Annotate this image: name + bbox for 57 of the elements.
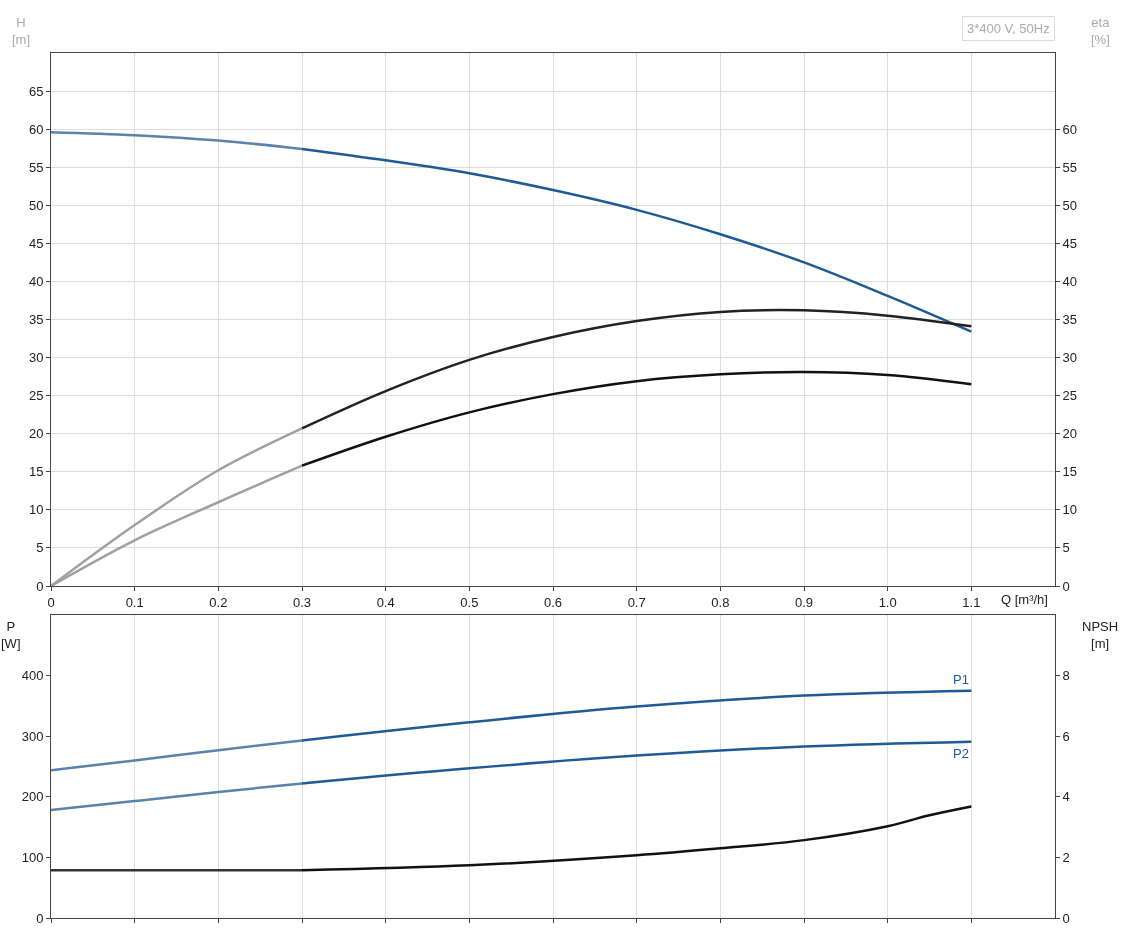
y-tick-label: 55	[28, 159, 44, 175]
y2-axis-title: NPSH [m]	[1082, 619, 1119, 651]
y2-tick-label: 4	[1062, 789, 1070, 805]
y-axis-title: P [W]	[1, 619, 21, 651]
x-tick-label: 1.0	[878, 594, 897, 610]
y2-tick-label: 15	[1062, 464, 1078, 480]
y-tick-label: 5	[36, 540, 44, 556]
y2-tick-label: 35	[1062, 312, 1078, 328]
y2-tick-label: 30	[1062, 350, 1078, 366]
y-tick-label: 45	[28, 235, 44, 251]
y2-tick-label: 6	[1062, 728, 1070, 744]
y2-tick-label: 45	[1062, 235, 1078, 251]
y2-tick-label: 5	[1062, 540, 1070, 556]
text: 3*400 V, 50Hz	[967, 21, 1050, 36]
y-axis-title: H [m]	[12, 15, 31, 47]
x-tick-label: 0.2	[209, 594, 228, 610]
y-tick-label: 0	[36, 910, 44, 926]
x-tick-label: 0.9	[794, 594, 814, 610]
y2-tick-label: 50	[1062, 197, 1078, 213]
y2-tick-label: 0	[1062, 578, 1070, 594]
y2-tick-label: 20	[1062, 426, 1078, 442]
x-tick-label: 0.3	[292, 594, 312, 610]
y-tick-label: 40	[28, 273, 44, 289]
y-tick-label: 60	[28, 121, 44, 137]
x-tick-label: 0.1	[125, 594, 144, 610]
y2-tick-label: 25	[1062, 388, 1078, 404]
y-tick-label: 15	[28, 464, 44, 480]
y2-tick-label: 55	[1062, 159, 1078, 175]
y2-tick-label: 0	[1062, 910, 1070, 926]
y-tick-label: 10	[28, 502, 44, 518]
series-label: P1	[953, 672, 969, 687]
y2-tick-label: 8	[1062, 668, 1070, 684]
y2-tick-label: 40	[1062, 273, 1078, 289]
y-tick-label: 25	[28, 388, 44, 404]
y-tick-label: 20	[28, 426, 44, 442]
y2-tick-label: 10	[1062, 502, 1078, 518]
series-label: P2	[953, 746, 969, 761]
x-tick-label: 0	[47, 594, 55, 610]
y2-axis-title: eta [%]	[1091, 15, 1111, 47]
y-tick-label: 35	[28, 312, 44, 328]
x-tick-label: 0.8	[711, 594, 730, 610]
y-tick-label: 30	[28, 350, 44, 366]
y-tick-label: 100	[21, 849, 44, 865]
x-axis-title: Q [m³/h]	[1001, 592, 1048, 607]
y-tick-label: 400	[21, 668, 44, 684]
y-tick-label: 0	[36, 578, 44, 594]
y-tick-label: 200	[21, 789, 44, 805]
y2-tick-label: 60	[1062, 121, 1078, 137]
y-tick-label: 65	[28, 83, 44, 99]
x-tick-label: 0.7	[627, 594, 646, 610]
x-tick-label: 0.4	[376, 594, 395, 610]
y2-tick-label: 2	[1062, 849, 1070, 865]
y-tick-label: 50	[28, 197, 44, 213]
x-tick-label: 0.6	[543, 594, 563, 610]
y-tick-label: 300	[21, 728, 44, 744]
x-tick-label: 0.5	[460, 594, 479, 610]
x-tick-label: 1.1	[962, 594, 981, 610]
